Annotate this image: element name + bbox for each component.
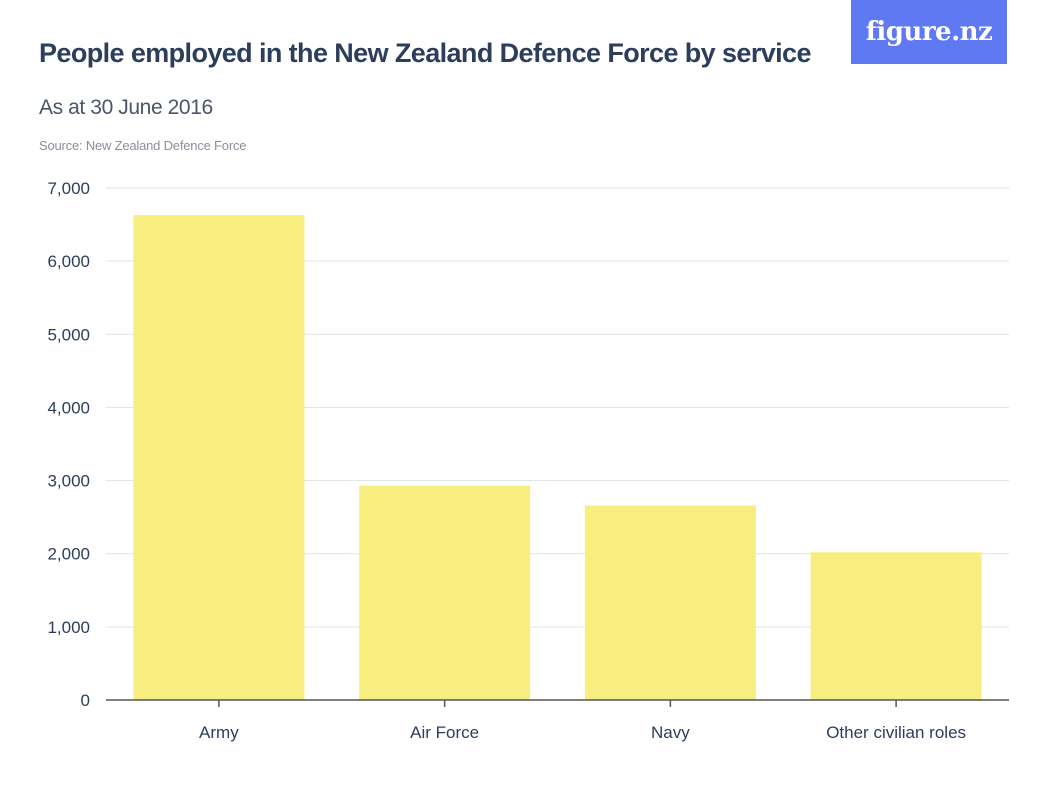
y-axis-tick-labels: 0 1,000 2,000 3,000 4,000 5,000 6,000 7,000 xyxy=(47,179,90,710)
bar-other-civilian-roles xyxy=(810,552,982,700)
bar-air-force xyxy=(359,485,531,700)
chart-title: People employed in the New Zealand Defen… xyxy=(39,38,811,68)
y-tick-label: 3,000 xyxy=(47,472,90,491)
y-tick-label: 2,000 xyxy=(47,545,90,564)
y-tick-label: 4,000 xyxy=(47,398,90,417)
y-tick-label: 5,000 xyxy=(47,325,90,344)
x-category-label: Air Force xyxy=(410,723,479,742)
chart-subtitle: As at 30 June 2016 xyxy=(39,96,213,119)
x-axis xyxy=(106,699,1009,707)
y-tick-label: 1,000 xyxy=(47,618,90,637)
bar-army xyxy=(133,215,305,700)
y-tick-label: 6,000 xyxy=(47,252,90,271)
bar-navy xyxy=(584,505,756,700)
y-tick-label: 0 xyxy=(81,691,90,710)
chart-source: Source: New Zealand Defence Force xyxy=(39,138,247,153)
x-axis-category-labels: Army Air Force Navy Other civilian roles xyxy=(199,723,966,742)
x-category-label: Navy xyxy=(651,723,690,742)
y-tick-label: 7,000 xyxy=(47,179,90,198)
figure-nz-logo[interactable]: figure.nz xyxy=(851,0,1007,64)
x-category-label: Other civilian roles xyxy=(826,723,966,742)
bars xyxy=(133,215,982,700)
x-category-label: Army xyxy=(199,723,239,742)
